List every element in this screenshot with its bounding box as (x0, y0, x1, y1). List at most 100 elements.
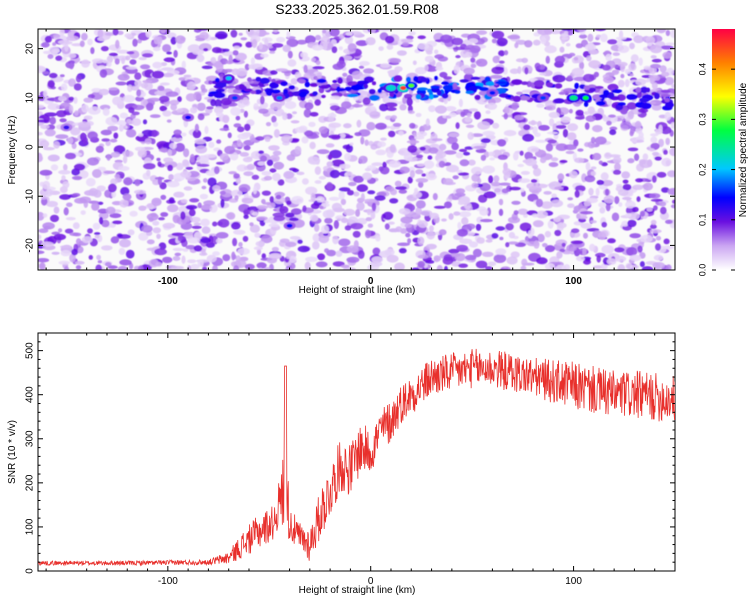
heatmap-cell (531, 213, 539, 218)
heatmap-cell (436, 90, 442, 96)
heatmap-cell (498, 198, 504, 206)
heatmap-cell (658, 138, 664, 148)
heatmap-cell (269, 196, 274, 203)
heatmap-cell (350, 84, 362, 91)
heatmap-cell (117, 233, 123, 238)
heatmap-cell (53, 34, 61, 38)
heatmap-cell (194, 138, 207, 145)
heatmap-cell (606, 258, 617, 265)
heatmap-cell (283, 170, 295, 179)
heatmap-cell (428, 147, 439, 154)
heatmap-cell (456, 244, 469, 252)
heatmap-cell (102, 107, 110, 116)
heatmap-cell (38, 234, 42, 240)
heatmap-cell (304, 261, 311, 270)
heatmap-cell (417, 260, 426, 268)
heatmap-cell (601, 244, 614, 254)
heatmap-cell (611, 212, 620, 222)
heatmap-cell (159, 82, 170, 86)
heatmap-cell (434, 54, 445, 59)
heatmap-cell (157, 161, 162, 167)
heatmap-cell (664, 111, 672, 121)
heatmap-cell (140, 64, 151, 70)
heatmap-cell (94, 232, 101, 236)
heatmap-cell (409, 122, 416, 129)
heatmap-cell (125, 66, 137, 70)
heatmap-cell (598, 202, 606, 208)
heatmap-cell (413, 75, 419, 82)
heatmap-cell (360, 76, 365, 81)
heatmap-cell (355, 40, 369, 47)
heatmap-cell (491, 233, 499, 239)
heatmap-cell (485, 81, 495, 87)
heatmap-cell (468, 108, 479, 112)
heatmap-cell (582, 247, 587, 256)
heatmap-cell (394, 262, 405, 270)
heatmap-cell (564, 30, 569, 35)
heatmap-cell (309, 214, 319, 222)
heatmap-cell (475, 223, 482, 231)
heatmap-y-tick-label: 10 (25, 92, 36, 104)
heatmap-cell (196, 54, 205, 63)
heatmap-cell (256, 31, 270, 36)
heatmap-cell (251, 39, 258, 48)
heatmap-cell (242, 235, 249, 242)
heatmap-cell (559, 46, 565, 53)
heatmap-cell (301, 136, 309, 144)
heatmap-cell (640, 102, 652, 110)
heatmap-cell (647, 42, 653, 47)
heatmap-cell (62, 181, 70, 189)
heatmap-cell (180, 211, 186, 220)
heatmap-cell (637, 245, 643, 253)
heatmap-cell (499, 182, 511, 186)
heatmap-cell (451, 37, 464, 46)
heatmap-cell (222, 48, 230, 52)
heatmap-cell (487, 261, 497, 267)
heatmap-cell (243, 171, 254, 177)
heatmap-cell (256, 262, 267, 269)
heatmap-cell (83, 97, 94, 103)
heatmap-cell (626, 102, 637, 110)
heatmap-cell (330, 105, 340, 111)
heatmap-cell (428, 94, 434, 100)
heatmap-cell (42, 213, 48, 218)
heatmap-cell (134, 146, 146, 152)
heatmap-cell (503, 106, 510, 114)
heatmap-cell (417, 43, 430, 50)
heatmap-cell (68, 96, 75, 101)
heatmap-cell (386, 107, 397, 111)
heatmap-cell (201, 226, 211, 234)
heatmap-cell (640, 234, 653, 243)
heatmap-cell (229, 152, 239, 161)
heatmap-cell (557, 214, 570, 220)
heatmap-cell (38, 104, 45, 109)
heatmap-cell (297, 239, 303, 244)
heatmap-cell (439, 143, 447, 151)
heatmap-cell (436, 265, 443, 270)
line-panel: -100 0 100 0 100 200 300 400 500 Height of stra… (7, 332, 676, 596)
heatmap-cell (469, 45, 481, 54)
heatmap-cell (312, 44, 324, 51)
heatmap-cell (654, 156, 662, 161)
heatmap-cell (407, 238, 412, 244)
heatmap-cell (333, 220, 339, 229)
heatmap-cell (471, 166, 483, 175)
heatmap-cell (501, 188, 509, 194)
heatmap-cell (344, 171, 353, 177)
heatmap-x-axis-label: Height of straight line (km) (299, 285, 416, 296)
heatmap-cell (484, 76, 491, 82)
heatmap-cell (235, 52, 247, 61)
heatmap-cell (294, 126, 307, 133)
heatmap-cell (146, 203, 154, 209)
heatmap-cell (571, 67, 585, 77)
heatmap-cell (112, 29, 119, 36)
heatmap-cell (602, 64, 611, 71)
heatmap-cell (190, 263, 200, 270)
heatmap-cell (447, 132, 460, 138)
heatmap-cell (415, 200, 426, 209)
heatmap-cell (41, 197, 48, 206)
heatmap-cell (304, 130, 314, 137)
heatmap-cell (325, 143, 335, 148)
heatmap-cell (585, 162, 591, 171)
heatmap-cell (635, 87, 642, 93)
